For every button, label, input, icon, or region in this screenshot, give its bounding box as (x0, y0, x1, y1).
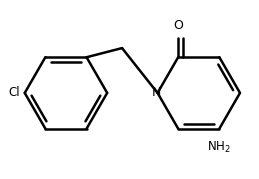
Text: N: N (152, 86, 161, 100)
Text: O: O (173, 19, 183, 32)
Text: Cl: Cl (9, 86, 20, 100)
Text: NH$_2$: NH$_2$ (207, 140, 231, 155)
